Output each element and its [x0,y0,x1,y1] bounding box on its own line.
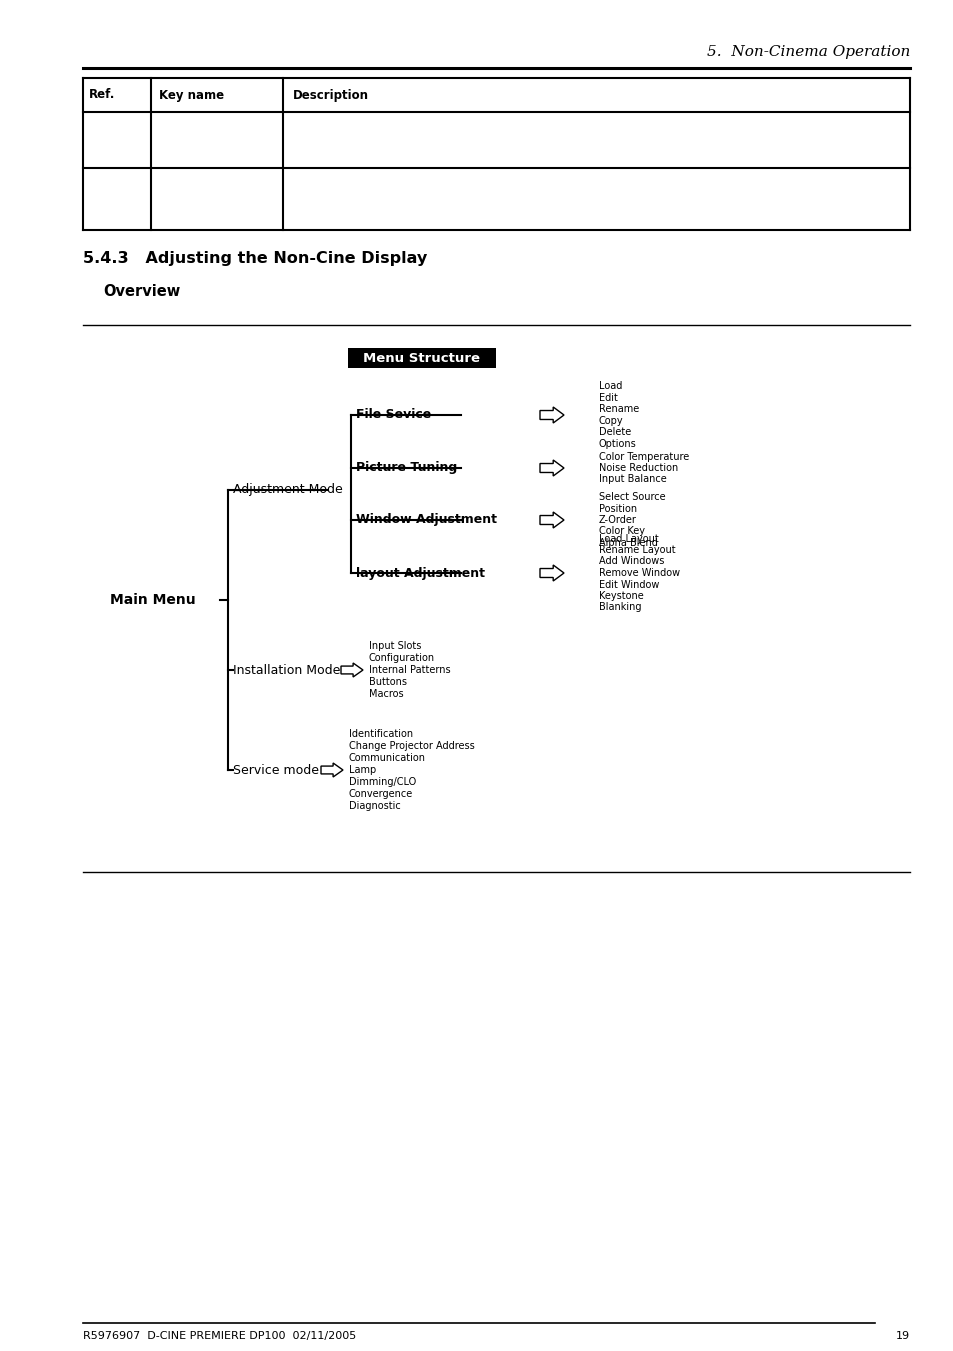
Text: Ref.: Ref. [89,89,115,101]
Text: Key name: Key name [159,89,224,101]
Text: File Sevice: File Sevice [355,408,431,422]
Text: Communication: Communication [349,753,426,763]
Text: Rename: Rename [598,404,639,415]
Text: Options: Options [598,439,636,449]
Text: Diagnostic: Diagnostic [349,801,400,811]
Text: Keystone: Keystone [598,590,643,601]
Text: Add Windows: Add Windows [598,557,663,566]
Polygon shape [539,512,563,528]
Text: Rename Layout: Rename Layout [598,544,675,555]
Text: Remove Window: Remove Window [598,567,679,578]
Text: Buttons: Buttons [369,677,407,688]
Text: Noise Reduction: Noise Reduction [598,463,678,473]
Text: Main Menu: Main Menu [110,593,195,607]
Text: Change Projector Address: Change Projector Address [349,740,475,751]
Text: Service mode: Service mode [233,763,318,777]
Polygon shape [539,407,563,423]
Polygon shape [539,565,563,581]
Text: Convergence: Convergence [349,789,413,798]
Text: Input Balance: Input Balance [598,474,666,485]
Text: 5.  Non-Cinema Operation: 5. Non-Cinema Operation [706,45,909,59]
Text: R5976907  D-CINE PREMIERE DP100  02/11/2005: R5976907 D-CINE PREMIERE DP100 02/11/200… [83,1331,355,1342]
Text: layout Adjustment: layout Adjustment [355,566,484,580]
Text: Dimming/CLO: Dimming/CLO [349,777,416,788]
Text: Window Adjustment: Window Adjustment [355,513,497,527]
Text: Position: Position [598,504,637,513]
Text: Identification: Identification [349,730,413,739]
Text: Macros: Macros [369,689,403,698]
Text: Copy: Copy [598,416,623,426]
Polygon shape [539,459,563,476]
Text: Lamp: Lamp [349,765,375,775]
Text: Z-Order: Z-Order [598,515,637,526]
Text: Overview: Overview [103,285,180,300]
Polygon shape [340,663,363,677]
Text: 19: 19 [895,1331,909,1342]
Text: Installation Mode: Installation Mode [233,663,340,677]
Text: 5.4.3   Adjusting the Non-Cine Display: 5.4.3 Adjusting the Non-Cine Display [83,250,427,266]
Text: Delete: Delete [598,427,631,438]
Text: Input Slots: Input Slots [369,640,421,651]
Text: Internal Patterns: Internal Patterns [369,665,450,676]
Text: Load Layout: Load Layout [598,534,659,543]
Text: Description: Description [293,89,369,101]
Text: Adjustment Mode: Adjustment Mode [233,484,342,497]
Text: Configuration: Configuration [369,653,435,663]
Polygon shape [320,763,343,777]
Text: Edit: Edit [598,393,618,403]
Text: Color Temperature: Color Temperature [598,451,688,462]
Text: Edit Window: Edit Window [598,580,659,589]
Text: Color Key: Color Key [598,527,644,536]
Text: Blanking: Blanking [598,603,640,612]
Text: Alpha Blend: Alpha Blend [598,538,658,549]
Text: Select Source: Select Source [598,492,665,503]
Text: Menu Structure: Menu Structure [363,351,480,365]
Text: Picture Tuning: Picture Tuning [355,462,456,474]
Bar [348,349,496,367]
Text: Load: Load [598,381,621,392]
